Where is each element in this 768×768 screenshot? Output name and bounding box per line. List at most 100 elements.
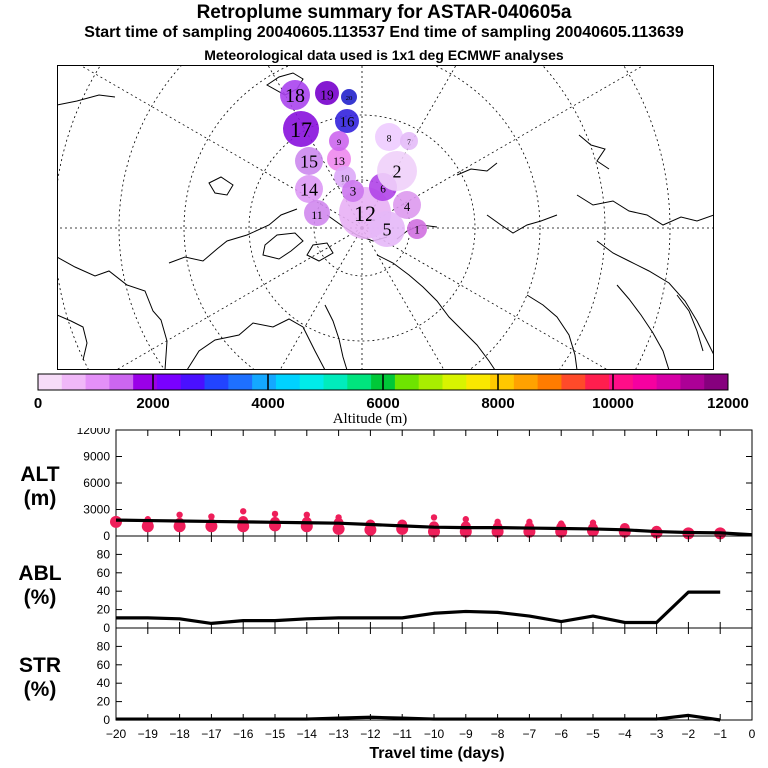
colorbar-swatch bbox=[490, 374, 515, 390]
plume-cluster-label: 15 bbox=[300, 151, 318, 171]
colorbar-swatch bbox=[299, 374, 324, 390]
plume-cluster-13 bbox=[327, 147, 351, 171]
plume-cluster-label: 3 bbox=[350, 184, 357, 199]
plume-cluster-18 bbox=[280, 80, 310, 110]
panel-abl: 0 20 40 60 80 ABL(%) bbox=[18, 535, 753, 635]
altitude-point bbox=[240, 508, 247, 515]
plume-cluster-label: 2 bbox=[393, 161, 402, 181]
colorbar-swatch bbox=[513, 374, 539, 390]
colorbar-swatch bbox=[228, 374, 253, 390]
plume-cluster-label: 17 bbox=[290, 117, 312, 142]
y-tick-label: 20 bbox=[97, 603, 111, 617]
colorbar-swatch bbox=[680, 374, 705, 390]
plume-cluster-label: 18 bbox=[285, 85, 305, 107]
plume-cluster-15 bbox=[295, 147, 323, 175]
plume-cluster-label: 19 bbox=[320, 87, 334, 102]
colorbar-swatch bbox=[275, 374, 301, 390]
altitude-point bbox=[526, 518, 533, 526]
altitude-point bbox=[335, 514, 342, 521]
colorbar-swatch bbox=[204, 374, 229, 390]
y-tick-label: 3000 bbox=[83, 503, 110, 517]
plume-cluster-label: 20 bbox=[346, 95, 353, 102]
altitude-colorbar: 0 2000 4000 6000 8000 10000 12000 Altitude (m) bbox=[34, 373, 749, 427]
plume-cluster-label: 5 bbox=[383, 219, 392, 239]
plume-cluster-20 bbox=[341, 89, 357, 105]
plume-cluster-label: 7 bbox=[407, 138, 411, 147]
map-frame bbox=[57, 65, 714, 370]
series-line bbox=[116, 713, 721, 722]
x-tick-label: −7 bbox=[523, 727, 537, 741]
altitude-point bbox=[494, 518, 501, 526]
x-tick-label: −4 bbox=[618, 727, 632, 741]
colorbar-label: Altitude (m) bbox=[333, 411, 408, 427]
x-tick-label: −10 bbox=[424, 727, 445, 741]
y-axis-label: ABL bbox=[18, 562, 61, 585]
plume-cluster-17 bbox=[283, 111, 319, 147]
y-tick-label: 9000 bbox=[83, 450, 110, 464]
colorbar-swatch bbox=[347, 374, 372, 390]
x-tick-label: −3 bbox=[650, 727, 664, 741]
colorbar-tick-label: 8000 bbox=[481, 395, 514, 412]
y-tick-label: 40 bbox=[97, 676, 111, 690]
x-tick-label: −2 bbox=[682, 727, 696, 741]
panel-alt: 0 3000 6000 9000 12000 ALT(m) bbox=[20, 428, 753, 543]
plume-cluster-label: 12 bbox=[354, 201, 376, 226]
x-tick-label: −11 bbox=[392, 727, 412, 741]
colorbar-swatch bbox=[585, 374, 610, 390]
plume-cluster-3 bbox=[342, 180, 364, 202]
y-tick-label: 0 bbox=[103, 529, 110, 543]
x-tick-label: −14 bbox=[297, 727, 318, 741]
colorbar-swatch bbox=[252, 374, 277, 390]
plume-cluster-label: 16 bbox=[340, 114, 356, 130]
colorbar-swatch bbox=[61, 374, 86, 390]
plume-cluster-2 bbox=[377, 151, 417, 191]
y-tick-label: 0 bbox=[103, 713, 110, 727]
colorbar-swatch bbox=[466, 374, 491, 390]
plume-cluster-1 bbox=[407, 219, 427, 239]
plume-cluster-16 bbox=[335, 109, 359, 133]
plume-cluster-label: 9 bbox=[337, 138, 341, 147]
y-tick-label: 20 bbox=[97, 695, 111, 709]
y-tick-label: 80 bbox=[97, 639, 111, 653]
plume-cluster-label: 10 bbox=[341, 173, 351, 183]
plume-cluster-14 bbox=[295, 175, 323, 203]
x-tick-label: −12 bbox=[360, 727, 381, 741]
plume-cluster-19 bbox=[315, 81, 339, 105]
plume-cluster-label: 4 bbox=[404, 200, 411, 214]
colorbar-swatch bbox=[133, 374, 158, 390]
x-tick-label: −16 bbox=[233, 727, 254, 741]
colorbar-swatch bbox=[394, 374, 420, 390]
colorbar-tick-label: 6000 bbox=[366, 395, 399, 412]
y-tick-label: 60 bbox=[97, 566, 111, 580]
y-tick-label: 60 bbox=[97, 658, 111, 672]
x-tick-label: −9 bbox=[459, 727, 473, 741]
altitude-point bbox=[430, 514, 438, 521]
colorbar-swatch bbox=[704, 374, 729, 390]
colorbar-swatch bbox=[561, 374, 586, 390]
plume-cluster-4 bbox=[393, 191, 421, 219]
plume-cluster-label: 14 bbox=[300, 179, 318, 199]
y-axis-unit: (m) bbox=[24, 487, 57, 510]
retroplume-map: 18 19 20 17 16 15 14 13 12 11 10 9 8 7 6 54 3 2 1 bbox=[57, 65, 714, 370]
x-tick-label: −15 bbox=[265, 727, 286, 741]
plume-cluster-label: 1 bbox=[414, 222, 420, 236]
x-tick-label: −13 bbox=[328, 727, 349, 741]
x-tick-label: −1 bbox=[713, 727, 727, 741]
x-tick-label: −8 bbox=[491, 727, 505, 741]
plume-clusters: 18 19 20 17 16 15 14 13 12 11 10 9 8 7 6 54 3 2 1 bbox=[280, 80, 427, 247]
plume-cluster-label: 13 bbox=[333, 154, 345, 168]
plume-cluster-label: 8 bbox=[387, 134, 392, 145]
x-axis-title: Travel time (days) bbox=[369, 745, 504, 762]
y-tick-label: 6000 bbox=[83, 476, 110, 490]
altitude-point bbox=[303, 511, 310, 518]
colorbar-swatch bbox=[323, 374, 348, 390]
plume-cluster-8 bbox=[375, 123, 403, 151]
y-tick-label: 0 bbox=[103, 621, 110, 635]
plume-cluster-9 bbox=[329, 131, 349, 151]
y-tick-label: 12000 bbox=[77, 428, 111, 437]
altitude-point bbox=[208, 513, 215, 520]
colorbar-swatch bbox=[109, 374, 134, 390]
sampling-time-subtitle: Start time of sampling 20040605.113537 E… bbox=[84, 24, 684, 41]
series-line bbox=[116, 590, 721, 625]
plume-cluster-5 bbox=[369, 211, 405, 247]
